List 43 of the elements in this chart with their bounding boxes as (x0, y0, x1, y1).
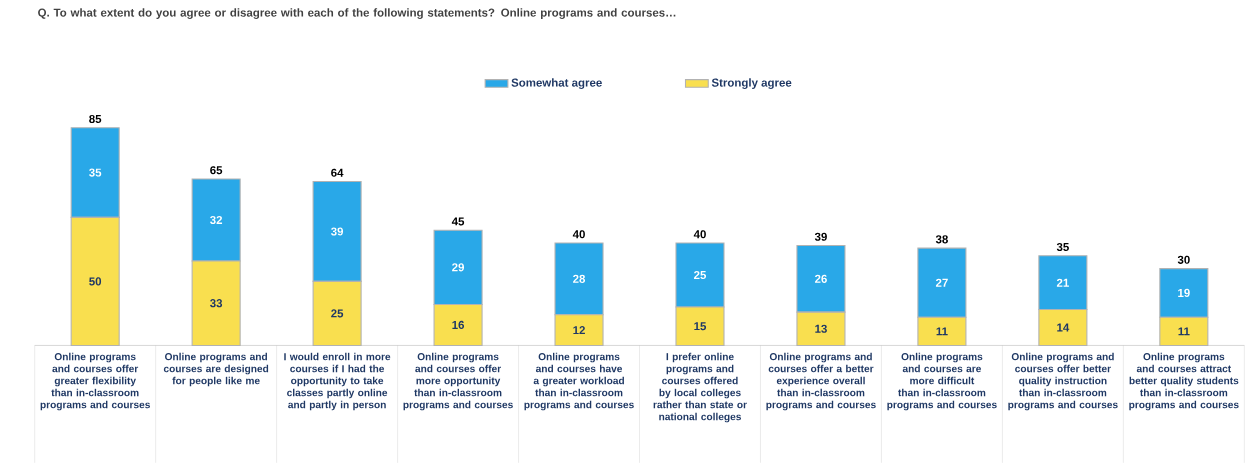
data-label: 29 (452, 263, 464, 272)
total-label: 64 (331, 168, 344, 177)
legend-label: Strongly agree (711, 78, 792, 89)
x-tick-label: Online programs and courses offer a better experience overall than in-classroom programs and courses (766, 352, 876, 411)
chart-title: Q. To what extent do you agree or disagree with each of the following statements? Online programs and courses… (38, 8, 676, 19)
total-label: 39 (814, 232, 827, 241)
data-label: 11 (1178, 327, 1190, 336)
total-label: 65 (210, 165, 223, 175)
x-tick-label: Online programs and courses offer greater flexibility than in-classroom programs and courses (40, 352, 150, 411)
total-label: 85 (89, 114, 102, 123)
data-label: 39 (330, 227, 344, 236)
data-label: 28 (573, 274, 586, 283)
data-label: 32 (210, 215, 223, 224)
x-tick-label: Online programs and courses offer more opportunity than in-classroom programs and courses (403, 352, 513, 411)
x-tick-label: I would enroll in more courses if I had the opportunity to take classes partly online and partly in person (284, 352, 391, 411)
data-label: 26 (814, 274, 827, 283)
data-label: 14 (1057, 323, 1070, 332)
total-label: 40 (572, 229, 585, 239)
x-tick-label: Online programs and courses offer better quality instruction than in-classroom programs and courses (1008, 352, 1118, 411)
x-tick-label: I prefer online programs and courses offered by local colleges rather than state or national colleges (653, 352, 747, 423)
data-label: 35 (89, 168, 102, 177)
total-label: 40 (693, 229, 706, 239)
total-label: 35 (1056, 242, 1069, 251)
data-label: 25 (331, 309, 344, 318)
data-label: 19 (1178, 288, 1190, 297)
data-label: 21 (1056, 278, 1069, 287)
x-tick-label: Online programs and courses have a greater workload than in-classroom programs and courses (524, 352, 634, 411)
data-label: 12 (573, 325, 585, 334)
data-label: 33 (210, 298, 223, 308)
total-label: 30 (1177, 255, 1190, 264)
x-tick-label: Online programs and courses attract better quality students than in-classroom programs and courses (1129, 352, 1239, 411)
data-label: 16 (452, 320, 465, 329)
data-label: 13 (815, 324, 827, 333)
legend-label: Somewhat agree (511, 78, 602, 89)
data-label: 50 (89, 277, 102, 286)
data-label: 25 (694, 270, 707, 279)
data-label: 15 (694, 322, 707, 330)
x-tick-label: Online programs and courses are more difficult than in-classroom programs and courses (887, 352, 997, 411)
x-tick-label: Online programs and courses are designed for people like me (163, 352, 269, 387)
data-label: 27 (935, 278, 948, 287)
total-label: 45 (451, 217, 465, 226)
data-label: 11 (936, 327, 948, 336)
total-label: 38 (935, 235, 948, 244)
